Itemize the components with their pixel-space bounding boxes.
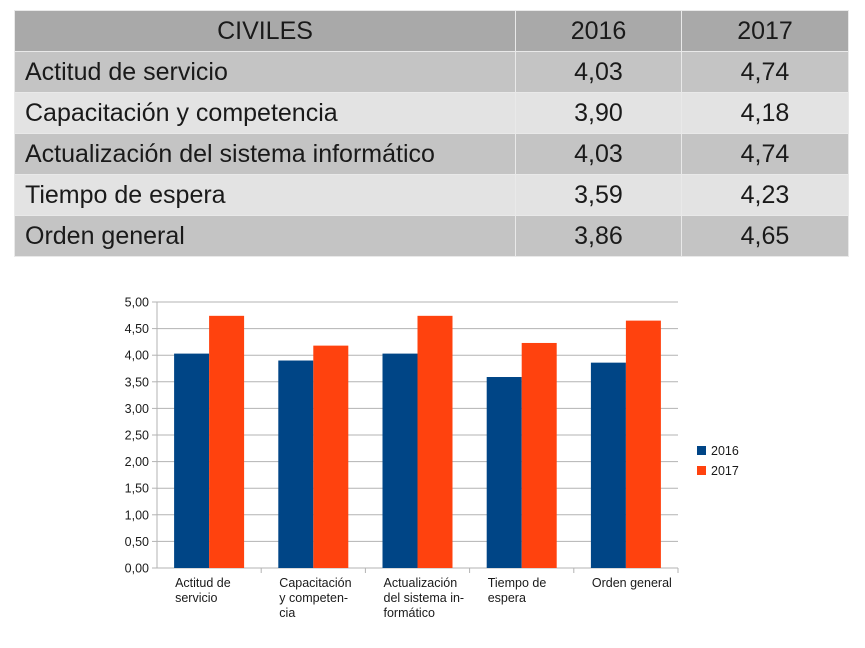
y-tick-label: 2,50 bbox=[125, 429, 149, 443]
x-tick-label: espera bbox=[488, 591, 526, 605]
bar-2017-3 bbox=[417, 315, 453, 568]
header-2016: 2016 bbox=[515, 10, 682, 52]
header-2017: 2017 bbox=[681, 10, 849, 52]
row-value-2016: 3,59 bbox=[515, 174, 682, 216]
row-label: Actualización del sistema informático bbox=[14, 133, 516, 175]
legend-swatch-2017 bbox=[697, 466, 706, 475]
table-row: Tiempo de espera 3,59 4,23 bbox=[14, 174, 849, 216]
table-row: Orden general 3,86 4,65 bbox=[14, 215, 849, 257]
row-label: Capacitación y competencia bbox=[14, 92, 516, 134]
bar-2016-1 bbox=[174, 353, 210, 568]
row-value-2017: 4,74 bbox=[681, 51, 849, 93]
row-value-2017: 4,74 bbox=[681, 133, 849, 175]
row-value-2017: 4,18 bbox=[681, 92, 849, 134]
x-tick-label: servicio bbox=[175, 591, 217, 605]
table-row: Actualización del sistema informático 4,… bbox=[14, 133, 849, 175]
y-tick-label: 3,50 bbox=[125, 375, 149, 389]
bar-chart: 0,00 0,50 1,00 1,50 2,00 2,50 3,00 3,50 4,00 4,50… bbox=[125, 296, 739, 621]
bar-2017-1 bbox=[209, 315, 245, 568]
y-tick-label: 4,00 bbox=[125, 349, 149, 363]
header-civiles: CIVILES bbox=[14, 10, 516, 52]
x-tick-label: y competen- bbox=[279, 591, 348, 605]
y-tick-label: 1,00 bbox=[125, 508, 149, 522]
bar-2016-3 bbox=[382, 353, 418, 568]
x-tick-label: del sistema in- bbox=[384, 591, 465, 605]
x-tick-label: Tiempo de bbox=[488, 576, 547, 590]
row-value-2017: 4,23 bbox=[681, 174, 849, 216]
x-tick-label: Orden general bbox=[592, 576, 672, 590]
row-label: Actitud de servicio bbox=[14, 51, 516, 93]
table-row: Actitud de servicio 4,03 4,74 bbox=[14, 51, 849, 93]
table-header-row: CIVILES 2016 2017 bbox=[14, 10, 849, 52]
bar-2016-5 bbox=[590, 362, 626, 568]
bar-2017-4 bbox=[521, 342, 557, 568]
y-tick-label: 1,50 bbox=[125, 482, 149, 496]
x-tick-label: Actitud de bbox=[175, 576, 231, 590]
y-tick-label: 4,50 bbox=[125, 322, 149, 336]
bar-2016-2 bbox=[278, 360, 314, 568]
legend-label-2017: 2017 bbox=[711, 464, 739, 478]
row-label: Tiempo de espera bbox=[14, 174, 516, 216]
data-table: CIVILES 2016 2017 Actitud de servicio 4,… bbox=[14, 10, 849, 257]
y-tick-label: 0,00 bbox=[125, 562, 149, 576]
x-tick-label: cia bbox=[279, 606, 295, 620]
y-tick-label: 0,50 bbox=[125, 535, 149, 549]
bar-2016-4 bbox=[486, 377, 522, 568]
legend-swatch-2016 bbox=[697, 446, 706, 455]
bar-2017-5 bbox=[625, 320, 661, 568]
row-value-2016: 3,86 bbox=[515, 215, 682, 257]
table-row: Capacitación y competencia 3,90 4,18 bbox=[14, 92, 849, 134]
legend-label-2016: 2016 bbox=[711, 444, 739, 458]
x-tick-label: Capacitación bbox=[279, 576, 351, 590]
y-tick-label: 5,00 bbox=[125, 296, 149, 310]
x-tick-label: Actualización bbox=[384, 576, 458, 590]
y-tick-label: 3,00 bbox=[125, 402, 149, 416]
row-value-2017: 4,65 bbox=[681, 215, 849, 257]
row-value-2016: 3,90 bbox=[515, 92, 682, 134]
row-value-2016: 4,03 bbox=[515, 133, 682, 175]
bar-2017-2 bbox=[313, 345, 349, 568]
y-tick-label: 2,00 bbox=[125, 455, 149, 469]
row-value-2016: 4,03 bbox=[515, 51, 682, 93]
x-tick-label: formático bbox=[384, 606, 435, 620]
row-label: Orden general bbox=[14, 215, 516, 257]
